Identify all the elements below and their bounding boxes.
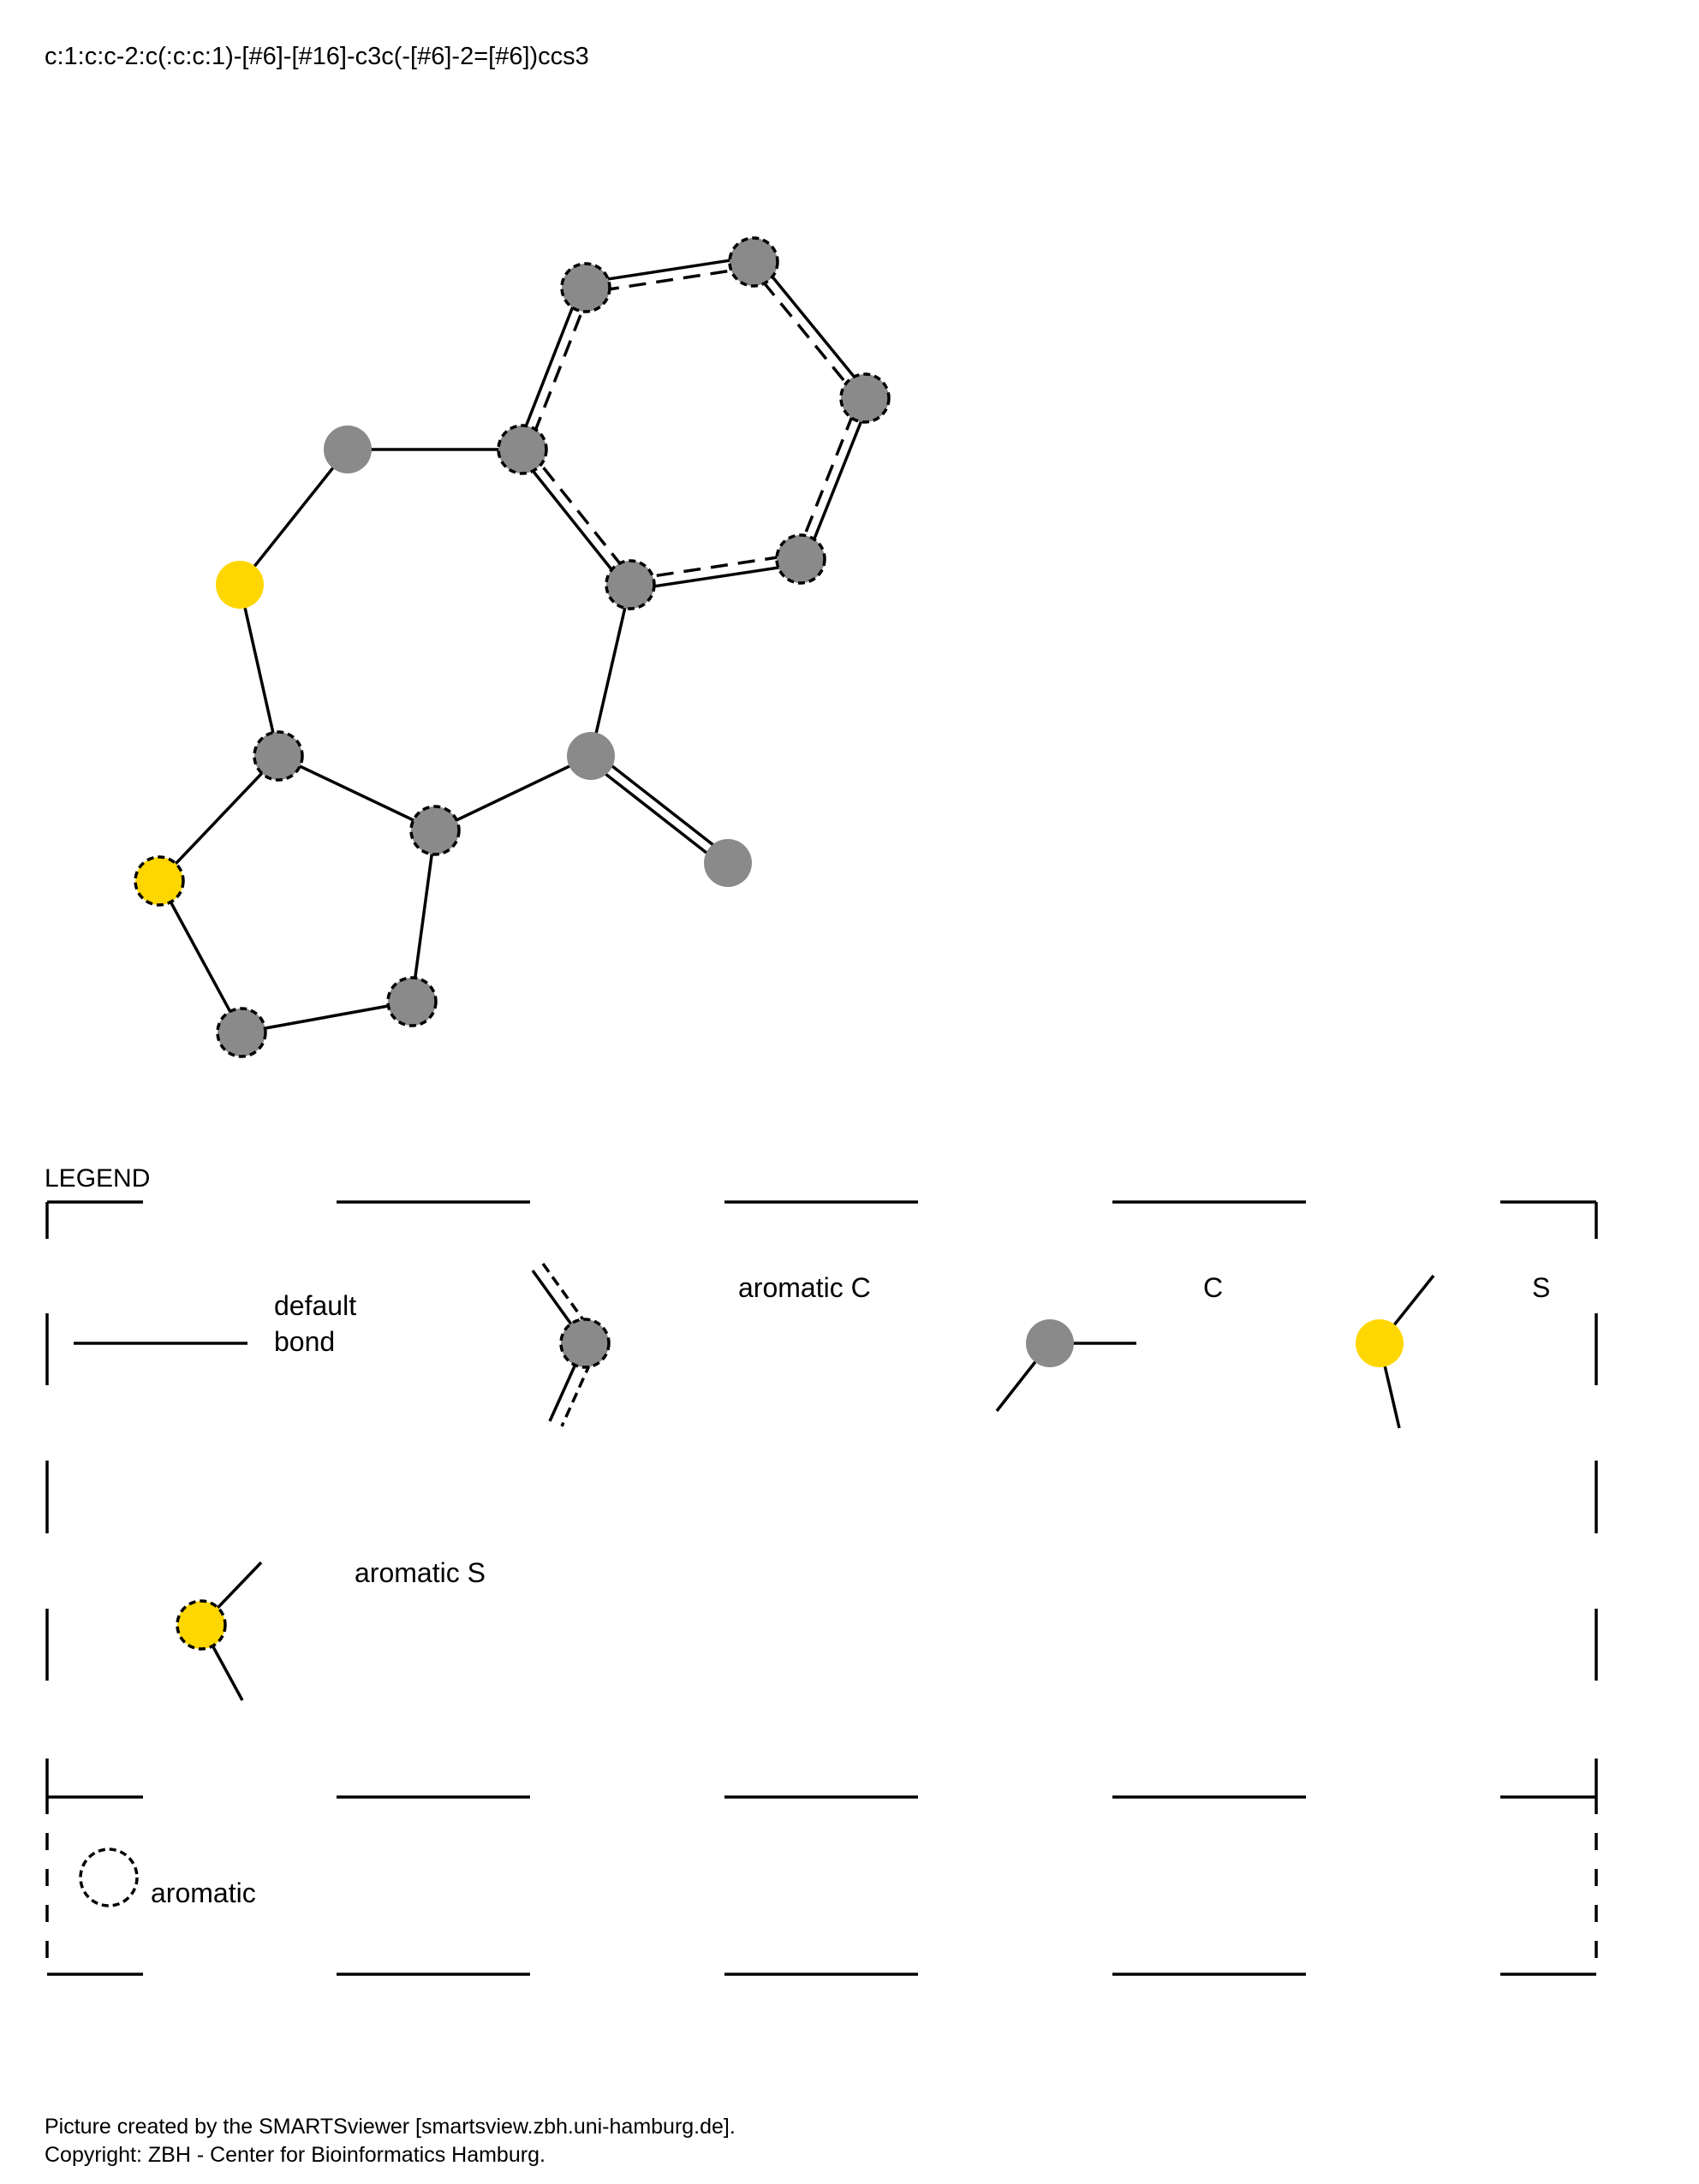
bond-a5-a6-dashed xyxy=(794,396,862,558)
legend-s-label: S xyxy=(1532,1272,1550,1303)
atom-a8-s xyxy=(216,561,264,609)
legend-s: S xyxy=(1356,1272,1550,1429)
smarts-string: c:1:c:c-2:c(:c:c:1)-[#6]-[#16]-c3c(-[#6]… xyxy=(45,43,589,70)
legend-frame xyxy=(45,1200,1598,1799)
legend-aromatic-label: aromatic xyxy=(151,1878,256,1908)
bond-a2-a3-solid xyxy=(516,285,583,449)
legend-aromatic-ring-icon xyxy=(79,1848,139,1907)
bond-a6-a1-solid xyxy=(756,258,870,396)
legend-default-bond: default bond xyxy=(74,1290,356,1357)
bond-a4-a5-dashed xyxy=(629,552,801,581)
legend-aromatic-s-label: aromatic S xyxy=(355,1557,486,1588)
bond-a1-a2-solid xyxy=(584,255,754,284)
bond-a13-a14 xyxy=(241,1000,413,1034)
bond-a14-a15 xyxy=(158,880,243,1033)
atom-a9-c-aromatic xyxy=(253,730,304,782)
atom-a3-c-aromatic xyxy=(497,424,548,475)
bond-a10-a13 xyxy=(410,830,437,1003)
legend-aromatic-s: aromatic S xyxy=(176,1557,486,1701)
atom-a11-c xyxy=(567,732,615,780)
bond-a11-a4 xyxy=(589,584,632,757)
legend-aromatic-c: aromatic C xyxy=(531,1262,871,1427)
legend-aromatic-c-atom xyxy=(559,1318,611,1369)
atom-a2-c-aromatic xyxy=(560,262,611,313)
legend-c-atom xyxy=(1026,1319,1074,1367)
bond-a3-a4-dashed xyxy=(525,445,636,583)
bond-a10-a11 xyxy=(434,754,592,832)
legend-default-bond-label-2: bond xyxy=(274,1326,335,1357)
bond-a11-a12-b xyxy=(593,750,732,860)
atom-a14-c-aromatic xyxy=(216,1007,267,1058)
legend-aromatic-s-atom xyxy=(176,1599,227,1651)
atom-a6-c-aromatic xyxy=(839,372,891,424)
bond-a15-a9 xyxy=(158,754,280,883)
legend-title: LEGEND xyxy=(45,1164,150,1193)
legend-c-label: C xyxy=(1203,1272,1223,1303)
molecule-atoms xyxy=(134,236,891,1058)
bond-a5-a6-solid xyxy=(803,399,872,562)
atom-a4-c-aromatic xyxy=(605,559,656,610)
bond-a4-a5-solid xyxy=(630,562,802,592)
bond-a6-a1-dashed xyxy=(748,264,862,402)
atom-a13-c-aromatic xyxy=(386,976,438,1027)
bond-a2-a3-dashed xyxy=(525,289,593,452)
atom-a5-c-aromatic xyxy=(775,533,826,585)
legend-aromatic-c-label: aromatic C xyxy=(738,1272,871,1303)
legend-aromatic-box: aromatic xyxy=(45,1797,1598,1976)
legend-s-atom xyxy=(1356,1319,1404,1367)
bond-a7-a8 xyxy=(238,448,349,586)
molecule-bonds xyxy=(158,255,872,1034)
atom-a1-c-aromatic xyxy=(728,236,779,288)
atom-a12-c xyxy=(704,839,752,887)
bond-a11-a12-a xyxy=(587,759,726,869)
footer-line-1: Picture created by the SMARTSviewer [sma… xyxy=(45,2115,736,2139)
bond-a3-a4-solid xyxy=(516,451,628,589)
atom-a15-s-aromatic xyxy=(134,855,185,907)
legend-c: C xyxy=(995,1272,1223,1413)
legend-default-bond-label-1: default xyxy=(274,1290,356,1321)
bond-a8-a9 xyxy=(238,584,280,757)
atom-a7-c xyxy=(324,425,372,473)
bond-a1-a2-dashed xyxy=(586,265,755,295)
bond-a9-a10 xyxy=(277,754,436,832)
footer-line-2: Copyright: ZBH - Center for Bioinformati… xyxy=(45,2143,545,2167)
atom-a10-c-aromatic xyxy=(409,805,461,856)
